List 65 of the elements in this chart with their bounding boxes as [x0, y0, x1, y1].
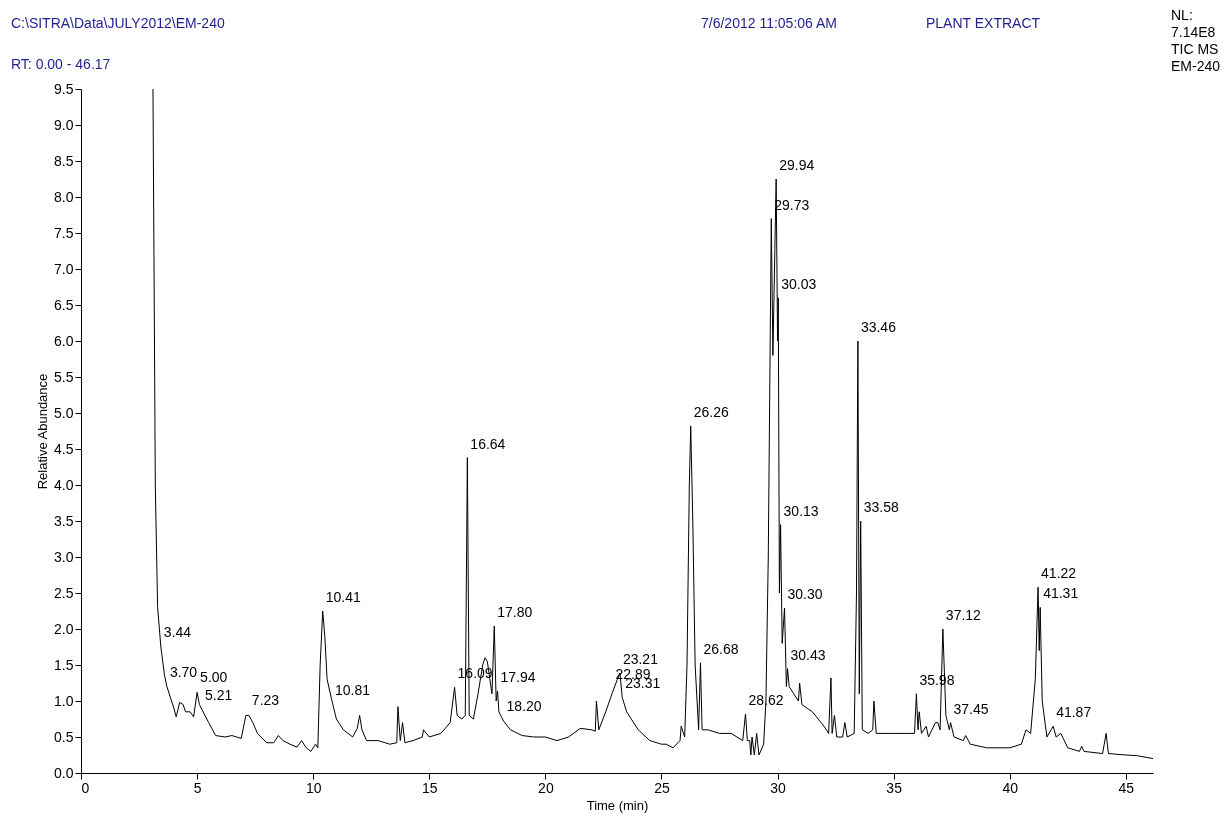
- annotation: 30.03: [781, 275, 817, 292]
- y-tick-label: 4.5: [54, 440, 74, 457]
- annotation: 7.23: [251, 691, 280, 708]
- x-tick-label: 20: [538, 779, 554, 796]
- y-tick-label: 6.5: [54, 296, 74, 313]
- y-tick-label: 0.0: [54, 764, 74, 781]
- y-tick-label: 6.0: [54, 332, 74, 349]
- annotation: 18.20: [506, 697, 542, 714]
- y-tick-label: 5.5: [54, 368, 74, 385]
- y-tick-label: 9.5: [54, 80, 74, 97]
- line-series: [152, 89, 1153, 760]
- y-tick-label: 3.0: [54, 548, 74, 565]
- annotation: 5.21: [204, 686, 233, 703]
- x-tick-label: 0: [81, 779, 90, 796]
- y-tick-label: 3.5: [54, 512, 74, 529]
- chart-subtitle: RT: 0.00 - 46.17: [11, 56, 111, 72]
- y-tick-label: 0.5: [54, 728, 74, 745]
- y-axis-title: Relative Abundance: [35, 373, 51, 490]
- annotation: 37.12: [945, 607, 982, 623]
- annotation: 37.45: [953, 700, 989, 717]
- annotation: 41.22: [1041, 565, 1077, 582]
- text: 7/6/2012 11:05:06 AM: [701, 15, 837, 31]
- annotation: 3.70: [169, 663, 198, 680]
- y-tick-label: 1.0: [54, 692, 74, 709]
- annotation: 33.46: [860, 319, 897, 335]
- x-tick-label: 25: [654, 779, 670, 796]
- x-tick-label: 5: [193, 779, 202, 796]
- annotation: 28.62: [748, 691, 784, 708]
- annotation: 26.26: [693, 403, 729, 420]
- x-tick-label: 45: [1118, 779, 1135, 796]
- x-tick-label: 40: [1002, 779, 1019, 796]
- y-tick-label: 2.5: [54, 584, 74, 601]
- annotation: 17.94: [500, 668, 536, 685]
- text: NL: 7.14E8 TIC MS EM-240: [1171, 7, 1221, 74]
- y-tick-label: 2.0: [54, 620, 74, 637]
- x-axis-title: Time (min): [586, 797, 649, 813]
- y-tick-label: 5.0: [54, 404, 74, 421]
- annotation: 41.87: [1056, 704, 1092, 721]
- y-tick-label: 1.5: [54, 656, 74, 673]
- y-tick-label: 4.0: [54, 476, 74, 493]
- annotation: 10.41: [325, 589, 361, 605]
- y-tick-label: 8.5: [54, 152, 74, 169]
- annotation: 23.21: [622, 650, 659, 667]
- y-tick-label: 7.5: [54, 224, 74, 241]
- annotation: 41.31: [1043, 585, 1079, 602]
- annotation: 3.44: [163, 624, 192, 641]
- annotation: 29.94: [779, 157, 815, 173]
- text: C:\SITRA\Data\JULY2012\EM-240: [11, 15, 225, 31]
- x-tick-label: 15: [421, 779, 438, 796]
- x-tick-label: 35: [886, 779, 903, 796]
- annotation: 10.81: [334, 681, 371, 698]
- chart-title: PLANT EXTRACT: [926, 15, 1041, 31]
- annotation: 33.58: [863, 499, 899, 515]
- annotation: 16.64: [470, 435, 506, 452]
- annotation: 30.30: [787, 586, 823, 603]
- annotation: 26.68: [703, 640, 739, 657]
- x-tick-label: 10: [305, 779, 322, 796]
- annotation: 5.00: [200, 668, 228, 685]
- annotation: 17.80: [497, 604, 533, 621]
- y-tick-label: 7.0: [54, 260, 74, 277]
- x-tick-label: 30: [770, 779, 787, 796]
- y-tick-label: 9.0: [54, 116, 74, 133]
- annotation: 30.13: [783, 502, 819, 519]
- annotation: 30.43: [790, 646, 826, 663]
- y-tick-label: 8.0: [54, 188, 74, 205]
